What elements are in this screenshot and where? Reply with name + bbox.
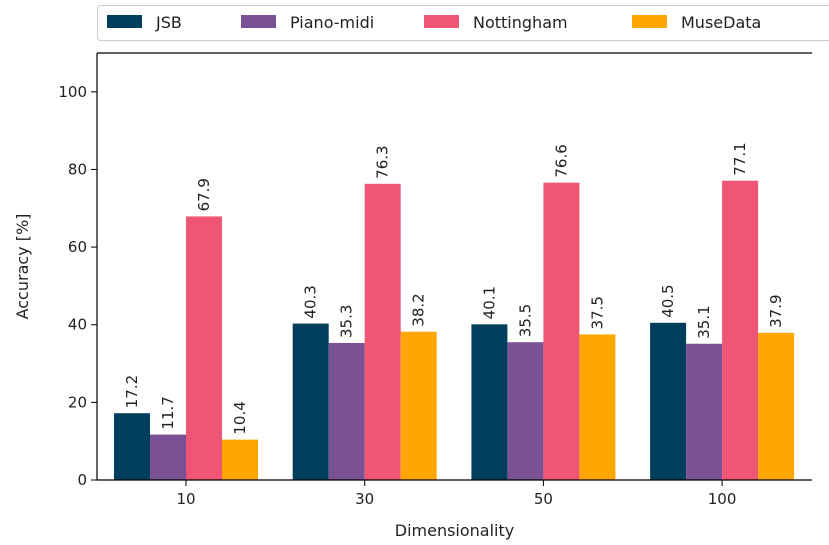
data-label-group: 17.2 11.7 67.9 10.4 40.3 35.3 76.3 38.2 40.1 35.5… [123,142,785,434]
y-tick-label: 40 [68,316,87,334]
bar-musedata-50 [579,334,616,480]
bar-piano-midi-30 [328,342,365,480]
data-label: 37.9 [767,294,785,327]
data-label: 11.7 [159,396,177,429]
bar-musedata-30 [400,331,437,480]
x-tick-label: 30 [355,490,374,508]
legend-frame [97,5,829,41]
bar-nottingham-10 [186,216,222,480]
legend-label: JSB [155,13,182,32]
data-label: 40.1 [480,286,498,319]
data-label: 10.4 [231,401,249,434]
legend-label: MuseData [681,13,761,32]
y-tick-label: 100 [58,83,87,101]
x-tick-label: 50 [534,490,553,508]
x-tick-label: 100 [708,490,737,508]
bar-piano-midi-100 [686,343,723,480]
legend-swatch-musedata [632,15,667,28]
data-label: 40.3 [302,285,320,318]
legend-swatch-nottingham [424,15,459,28]
bar-jsb-100 [650,322,687,480]
y-tick-label: 20 [68,393,87,411]
bar-nottingham-100 [722,180,759,480]
bar-jsb-50 [471,324,508,480]
data-label: 37.5 [588,296,606,329]
data-label: 35.3 [338,305,356,338]
bar-nottingham-30 [364,183,401,481]
bar-piano-midi-50 [507,342,544,480]
x-axis-label: Dimensionality [395,521,514,540]
y-axis-label: Accuracy [%] [13,214,32,320]
axes: 0 20 40 60 80 100 10 30 50 100 [58,52,812,508]
bar-nottingham-50 [543,182,580,481]
data-label: 35.1 [695,305,713,338]
legend: JSB Piano-midi Nottingham MuseData [97,5,829,41]
bar-group [114,180,795,481]
x-tick-label: 10 [176,490,195,508]
y-tick-label: 80 [68,160,87,178]
y-tick-label: 60 [68,238,87,256]
y-tick-label: 0 [77,471,87,489]
legend-swatch-jsb [107,15,142,28]
bar-musedata-100 [758,332,795,480]
data-label: 17.2 [123,375,141,408]
data-label: 76.6 [552,144,570,177]
legend-label: Nottingham [473,13,568,32]
bar-jsb-30 [292,323,329,480]
data-label: 67.9 [195,178,213,211]
legend-label: Piano-midi [290,13,374,32]
legend-swatch-piano-midi [241,15,276,28]
bar-musedata-10 [222,439,258,480]
bar-piano-midi-10 [150,434,186,480]
bar-jsb-10 [114,413,150,480]
data-label: 76.3 [374,145,392,178]
data-label: 35.5 [516,304,534,337]
data-label: 40.5 [659,284,677,317]
data-label: 77.1 [731,142,749,175]
data-label: 38.2 [410,293,428,326]
